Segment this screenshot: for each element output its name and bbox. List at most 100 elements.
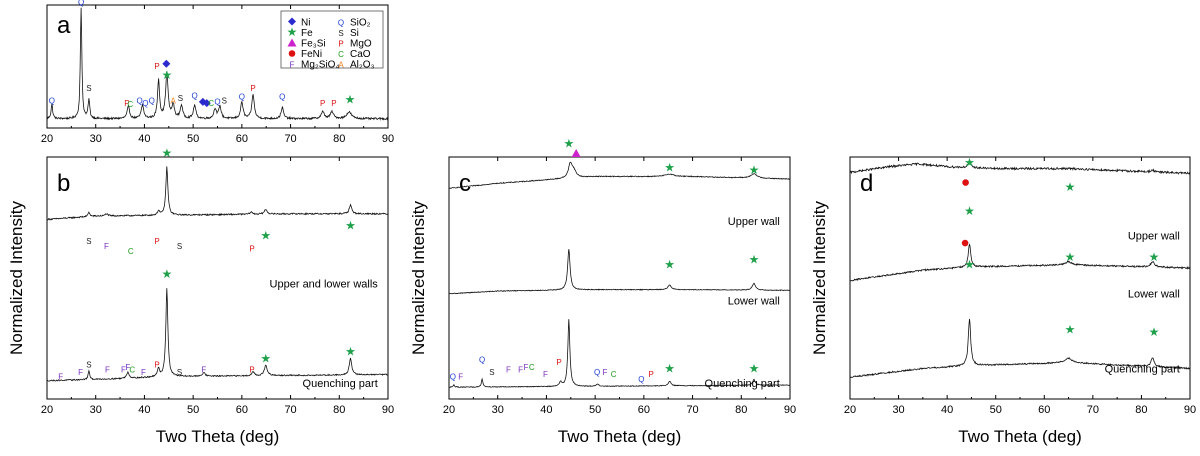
- peak-marker-fe: ★: [749, 252, 760, 266]
- legend-label: MgO: [350, 39, 372, 50]
- x-tick-label: 30: [90, 133, 102, 145]
- peak-marker-feni: [962, 179, 969, 186]
- peak-marker-feni: [961, 239, 969, 247]
- legend-symbol-fe: ★: [287, 25, 298, 39]
- xrd-trace-3: [849, 318, 1191, 379]
- peak-marker-a: A: [170, 96, 176, 105]
- x-tick-label: 70: [1087, 404, 1099, 416]
- legend-label: FeNi: [301, 49, 322, 60]
- x-tick-label: 30: [90, 404, 102, 416]
- panel-letter: b: [57, 170, 70, 197]
- trace-label: Quenching part: [303, 378, 378, 390]
- peak-marker-f: F: [125, 363, 130, 372]
- peak-marker-q: Q: [239, 93, 245, 102]
- x-tick-label: 30: [492, 404, 504, 416]
- x-tick-label: 60: [236, 133, 248, 145]
- peak-marker-c: C: [128, 247, 134, 256]
- x-tick-label: 70: [284, 404, 296, 416]
- peak-marker-q: Q: [450, 373, 456, 382]
- peak-marker-c: C: [127, 100, 133, 109]
- peak-marker-ni: [162, 59, 171, 68]
- x-tick-label: 80: [735, 404, 747, 416]
- panel-d: 20 30 40 50 60 70 80 90 ★ ★ Upper wall ★ ★ ★ Lower wal…: [810, 156, 1196, 446]
- x-tick-label: 20: [41, 404, 53, 416]
- legend-label: CaO: [350, 49, 371, 60]
- legend-label: Fe₃Si: [301, 39, 326, 50]
- x-tick-label: 80: [333, 404, 345, 416]
- peak-marker-fe: ★: [1065, 250, 1076, 264]
- xrd-trace-1: [849, 160, 1191, 175]
- peak-marker-f: F: [602, 368, 607, 377]
- peak-marker-fe: ★: [964, 204, 975, 218]
- peak-marker-p: P: [648, 370, 653, 379]
- peak-marker-s: S: [177, 368, 182, 377]
- trace-label: Lower wall: [728, 296, 780, 308]
- x-tick-label: 50: [187, 133, 199, 145]
- x-tick-label: 70: [284, 133, 296, 145]
- peak-marker-s: S: [86, 361, 91, 370]
- xrd-trace-1: [448, 161, 791, 189]
- legend-label: SiO₂: [350, 18, 371, 29]
- legend-symbol-q: Q: [338, 19, 344, 28]
- peak-marker-f: F: [58, 373, 63, 382]
- peak-marker-fe: ★: [749, 163, 760, 177]
- peak-marker-fe: ★: [664, 161, 675, 175]
- peak-marker-f: F: [104, 242, 109, 251]
- x-axis-title: Two Theta (deg): [156, 427, 279, 446]
- x-tick-label: 20: [41, 133, 53, 145]
- peak-marker-p: P: [154, 361, 159, 370]
- legend-symbol-c: C: [338, 50, 344, 59]
- peak-marker-fe: ★: [563, 136, 574, 150]
- peak-marker-f: F: [518, 365, 523, 374]
- peak-marker-s: S: [489, 368, 494, 377]
- x-tick-label: 90: [382, 404, 394, 416]
- panel-c: 20 30 40 50 60 70 80 90 ★ ★ ★ Upper wall ★ ★ Lower wal…: [409, 136, 796, 446]
- peak-marker-q: Q: [78, 0, 84, 7]
- x-tick-label: 90: [382, 133, 394, 145]
- x-tick-label: 60: [1038, 404, 1050, 416]
- peak-marker-f: F: [201, 365, 206, 374]
- peak-marker-fe: ★: [345, 92, 356, 106]
- xrd-trace-2: [849, 243, 1191, 282]
- trace-label: Quenching part: [705, 378, 780, 390]
- peak-marker-q: Q: [214, 98, 220, 107]
- peak-marker-fe: ★: [1149, 325, 1160, 339]
- x-tick-label: 90: [784, 404, 796, 416]
- trace-label: Upper wall: [728, 216, 780, 228]
- x-tick-label: 70: [686, 404, 698, 416]
- peak-marker-fe: ★: [749, 361, 760, 375]
- panel-letter: a: [57, 12, 71, 39]
- legend-symbol-p: P: [338, 40, 343, 49]
- peak-marker-c: C: [529, 363, 535, 372]
- legend-symbol-feni: [288, 50, 296, 57]
- peak-marker-p: P: [556, 358, 561, 367]
- peak-marker-q: Q: [279, 93, 285, 102]
- peak-marker-fe3si: [571, 149, 581, 157]
- peak-marker-q: Q: [49, 96, 55, 105]
- peak-marker-p: P: [154, 62, 159, 71]
- xrd-trace-3: [448, 319, 791, 388]
- y-axis-title: Normalized Intensity: [7, 201, 26, 356]
- peak-marker-fe: ★: [1065, 180, 1076, 194]
- legend-symbol-s: S: [338, 29, 343, 38]
- trace-label: Quenching part: [1105, 363, 1180, 375]
- peak-marker-q: Q: [594, 368, 600, 377]
- peak-marker-p: P: [331, 99, 336, 108]
- x-tick-label: 50: [589, 404, 601, 416]
- peak-marker-s: S: [86, 84, 91, 93]
- peak-marker-q: Q: [191, 91, 197, 100]
- x-tick-label: 50: [187, 404, 199, 416]
- peak-marker-f: F: [121, 365, 126, 374]
- plot-frame: [448, 156, 791, 400]
- legend-symbol-f: F: [290, 61, 295, 70]
- peak-marker-f: F: [506, 365, 511, 374]
- peak-marker-fe: ★: [345, 344, 356, 358]
- peak-marker-q: Q: [142, 99, 148, 108]
- peak-marker-ni: [202, 99, 211, 108]
- peak-marker-q: Q: [479, 356, 485, 365]
- x-tick-label: 40: [941, 404, 953, 416]
- peak-marker-fe: ★: [964, 257, 975, 271]
- xrd-trace-1: [46, 7, 389, 121]
- peak-marker-s: S: [177, 242, 182, 251]
